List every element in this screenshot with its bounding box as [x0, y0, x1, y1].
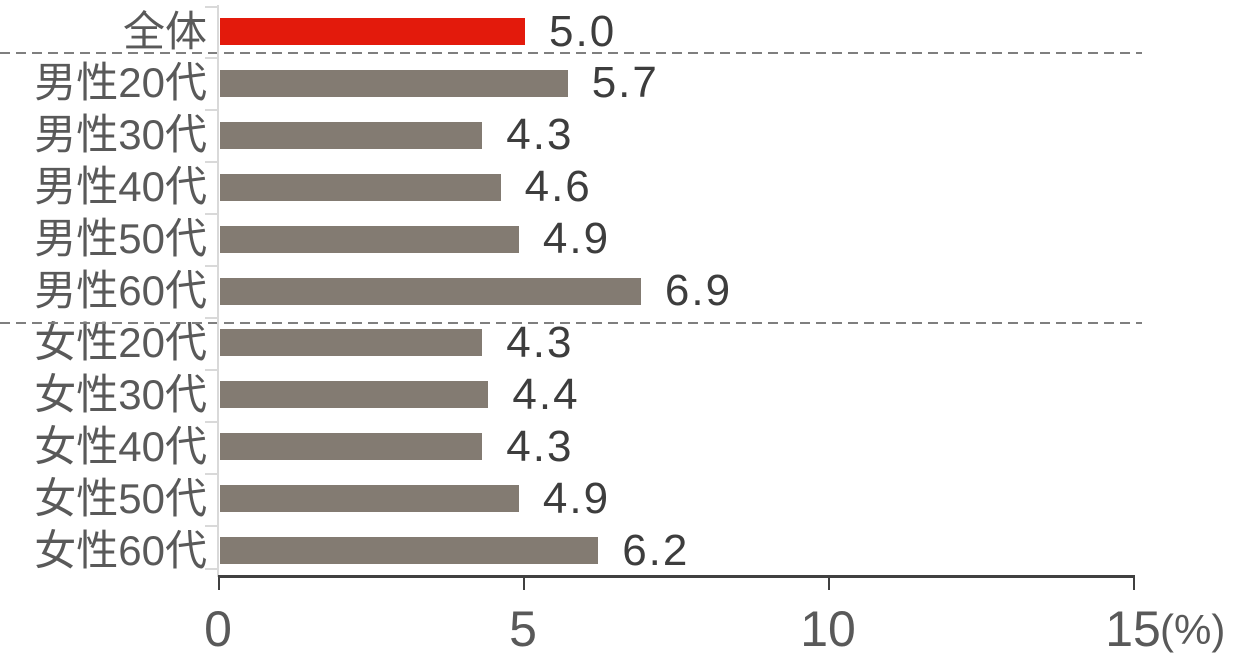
category-label: 女性30代: [34, 370, 207, 418]
group-separator-line: [0, 52, 1142, 54]
x-axis-tick-label: 10: [800, 601, 856, 657]
bar: [220, 485, 519, 513]
category-label: 女性60代: [34, 526, 207, 574]
category-label: 男性30代: [34, 111, 207, 159]
x-axis-unit-label: (%): [1160, 606, 1226, 653]
value-label: 4.3: [506, 317, 574, 367]
category-label: 女性40代: [34, 422, 207, 470]
y-axis-tick: [205, 109, 219, 112]
x-axis-tick: [828, 578, 830, 590]
bar-highlight: [220, 18, 525, 45]
bar: [220, 537, 599, 564]
y-axis-tick: [205, 420, 219, 423]
bar: [220, 329, 483, 357]
y-axis-tick: [205, 57, 219, 60]
x-axis-tick-label: 15: [1105, 601, 1161, 657]
x-axis-tick: [218, 578, 220, 590]
category-label: 男性60代: [34, 267, 207, 314]
x-axis-line: [218, 575, 1135, 578]
y-axis-tick: [205, 5, 219, 8]
y-axis-tick: [205, 524, 219, 527]
value-label: 5.0: [549, 6, 617, 56]
value-label: 4.3: [506, 110, 574, 160]
category-label: 女性50代: [34, 474, 207, 522]
value-label: 4.6: [524, 162, 592, 212]
value-label: 4.4: [512, 369, 580, 419]
value-label: 4.9: [542, 214, 611, 264]
value-label: 4.3: [506, 421, 574, 471]
y-axis-tick: [205, 316, 219, 319]
bar: [220, 381, 489, 409]
bar: [220, 433, 483, 461]
y-axis-tick: [205, 472, 219, 475]
x-axis-tick: [1133, 578, 1135, 590]
value-label: 4.9: [542, 473, 611, 523]
x-axis-tick: [523, 578, 525, 590]
y-axis-tick: [205, 213, 219, 216]
bar: [220, 277, 641, 305]
y-axis-line: [217, 5, 219, 577]
y-axis-tick: [205, 568, 219, 570]
value-label: 6.2: [622, 525, 690, 575]
category-label: 男性50代: [34, 215, 207, 263]
x-axis-tick-label: 0: [204, 601, 232, 657]
category-label: 男性40代: [34, 163, 207, 211]
group-separator-line: [0, 322, 1142, 324]
value-label: 6.9: [664, 266, 733, 315]
y-axis-tick: [205, 265, 219, 268]
category-label: 男性20代: [34, 59, 207, 107]
category-label: 女性20代: [34, 318, 207, 366]
bar: [220, 225, 519, 253]
bar: [220, 69, 568, 97]
x-axis-tick-label: 5: [509, 601, 537, 657]
bar: [220, 173, 501, 201]
category-label: 全体: [122, 7, 207, 55]
y-axis-tick: [205, 368, 219, 371]
value-label: 5.7: [591, 58, 659, 108]
y-axis-tick: [205, 161, 219, 164]
bar: [220, 121, 483, 149]
